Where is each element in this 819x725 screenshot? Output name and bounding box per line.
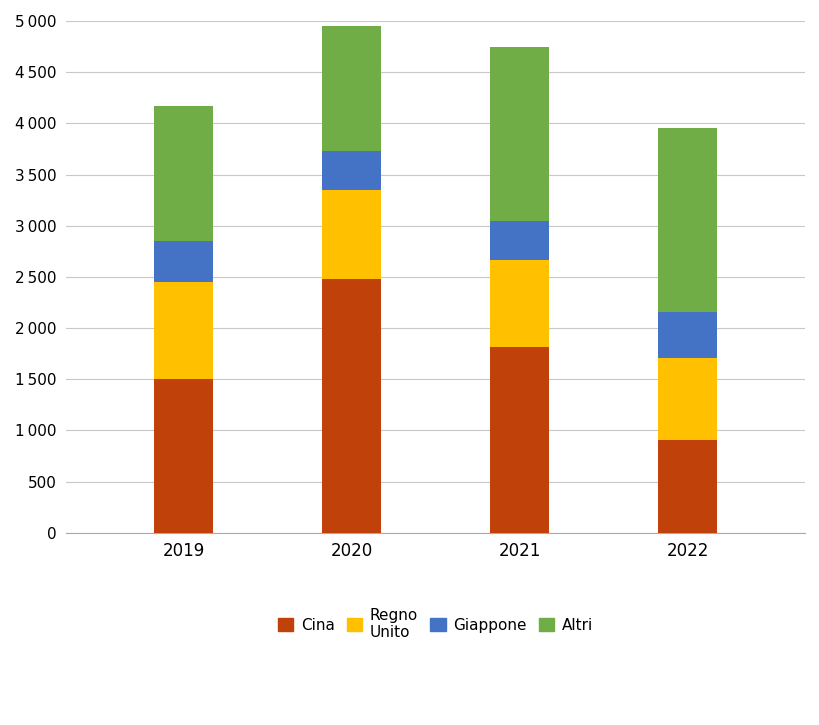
- Bar: [154, 241, 213, 282]
- Bar: [322, 190, 381, 279]
- Bar: [658, 312, 716, 357]
- Bar: [322, 26, 381, 151]
- Bar: [490, 260, 548, 347]
- Bar: [322, 151, 381, 190]
- Bar: [658, 128, 716, 312]
- Bar: [154, 106, 213, 241]
- Bar: [658, 357, 716, 439]
- Bar: [154, 282, 213, 379]
- Bar: [154, 379, 213, 533]
- Bar: [490, 220, 548, 260]
- Bar: [490, 46, 548, 220]
- Bar: [658, 439, 716, 533]
- Legend: Cina, Regno
Unito, Giappone, Altri: Cina, Regno Unito, Giappone, Altri: [272, 602, 599, 647]
- Bar: [490, 347, 548, 533]
- Bar: [322, 279, 381, 533]
